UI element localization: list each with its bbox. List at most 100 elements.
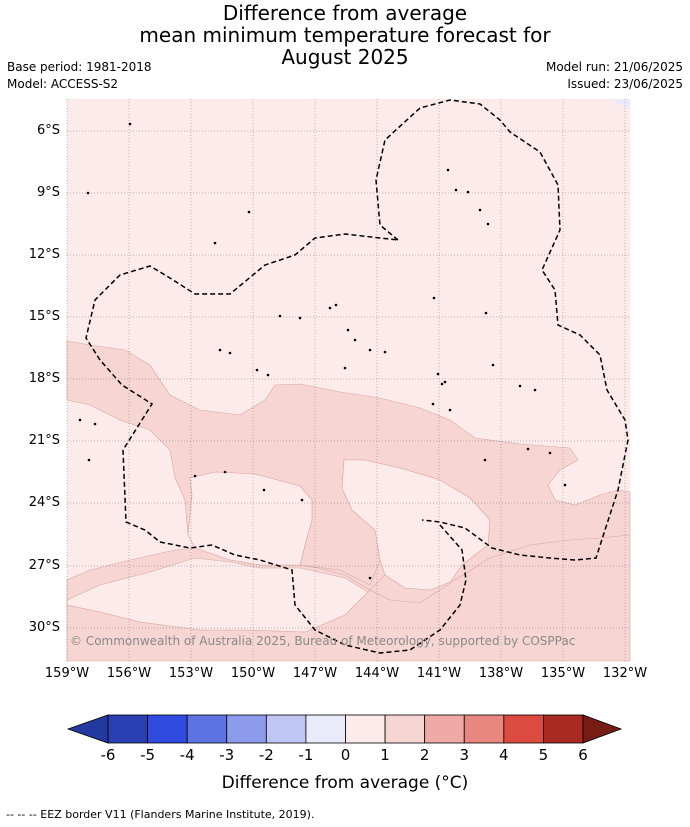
- island: [334, 303, 338, 307]
- lat-label: 27°S: [28, 558, 60, 573]
- colorbar-tick-label: 5: [538, 746, 549, 764]
- colorbar-tick-label: -4: [179, 746, 195, 764]
- colorbar-swatch: [305, 714, 346, 744]
- meta-right: Model run: 21/06/2025 Issued: 23/06/2025: [546, 59, 683, 93]
- island: [228, 351, 232, 355]
- island: [533, 388, 537, 392]
- island: [128, 122, 132, 126]
- island: [446, 168, 450, 172]
- map-title: Difference from average mean minimum tem…: [0, 2, 690, 68]
- colorbar-swatch: [147, 714, 188, 744]
- lon-label: 138°W: [478, 666, 524, 681]
- lat-label: 9°S: [36, 185, 60, 200]
- lon-label: 144°W: [354, 666, 400, 681]
- lon-label: 150°W: [230, 666, 276, 681]
- anomaly-pocket-east: [341, 459, 491, 591]
- copyright-notice: © Commonwealth of Australia 2025, Bureau…: [70, 634, 576, 648]
- model-name: Model: ACCESS-S2: [7, 77, 119, 91]
- colorbar-extension-high: [582, 714, 623, 744]
- colorbar-tick-label: -5: [140, 746, 156, 764]
- island: [466, 190, 470, 194]
- lat-label: 18°S: [28, 371, 60, 386]
- colorbar-swatch: [463, 714, 505, 744]
- colorbar-swatch: [345, 714, 386, 744]
- lon-label: 159°W: [44, 666, 90, 681]
- colorbar-swatch: [384, 714, 426, 744]
- island: [343, 366, 347, 370]
- island: [266, 373, 270, 377]
- colorbar-tick-label: -2: [258, 746, 274, 764]
- colorbar-swatch: [226, 714, 267, 744]
- island: [78, 418, 82, 422]
- lon-label: 153°W: [168, 666, 214, 681]
- island: [262, 488, 266, 492]
- island: [563, 483, 567, 487]
- colorbar-swatch: [186, 714, 228, 744]
- anomaly-pocket-west: [187, 471, 313, 566]
- island: [255, 368, 259, 372]
- island: [448, 408, 452, 412]
- island: [454, 188, 458, 192]
- lat-label: 21°S: [28, 433, 60, 448]
- colorbar-title: Difference from average (°C): [221, 773, 469, 793]
- island: [443, 380, 447, 384]
- island: [518, 384, 522, 388]
- island: [368, 348, 372, 352]
- island: [483, 458, 487, 462]
- colorbar-swatch: [107, 714, 148, 744]
- colorbar-tick-label: 1: [380, 746, 390, 764]
- colorbar-swatches: [66, 714, 623, 744]
- colorbar-swatch: [265, 714, 307, 744]
- island: [484, 311, 488, 315]
- colorbar-swatch: [543, 714, 584, 744]
- colorbar-tick-label: -1: [298, 746, 314, 764]
- colorbar-tick-label: 4: [499, 746, 509, 764]
- meta-left: Base period: 1981-2018 Model: ACCESS-S2: [7, 59, 152, 93]
- colorbar-tick-label: 2: [419, 746, 430, 764]
- island: [526, 447, 530, 451]
- colorbar-swatch: [424, 714, 465, 744]
- colorbar-tick-label: 3: [459, 746, 470, 764]
- title-line-1: Difference from average: [222, 1, 468, 25]
- island: [432, 296, 436, 300]
- island: [218, 348, 222, 352]
- graticule: [66, 99, 630, 661]
- colorbar-tick-label: 0: [340, 746, 351, 764]
- eez-footnote: -- -- -- EEZ border V11 (Flanders Marine…: [6, 808, 315, 821]
- island: [87, 458, 91, 462]
- island: [300, 498, 304, 502]
- island: [478, 208, 482, 212]
- lat-label: 30°S: [28, 620, 60, 635]
- anomaly-pocket-south: [66, 557, 369, 633]
- island: [213, 241, 217, 245]
- issued-date: Issued: 23/06/2025: [567, 77, 683, 91]
- colorbar-swatch: [503, 714, 544, 744]
- island: [86, 191, 90, 195]
- island: [93, 422, 97, 426]
- eez-border: [85, 99, 629, 654]
- island: [353, 338, 357, 342]
- lat-label: 24°S: [28, 495, 60, 510]
- island: [247, 210, 251, 214]
- island: [548, 451, 552, 455]
- lon-label: 135°W: [540, 666, 586, 681]
- island: [491, 363, 495, 367]
- anomaly-patch-cool: [612, 99, 630, 110]
- island: [486, 222, 490, 226]
- island: [431, 402, 435, 406]
- colorbar-tick-label: 6: [578, 746, 588, 764]
- model-run: Model run: 21/06/2025: [545, 60, 683, 74]
- island: [278, 314, 282, 318]
- lon-label: 156°W: [106, 666, 152, 681]
- island: [193, 474, 197, 478]
- colorbar-tick-label: -3: [219, 746, 235, 764]
- island: [298, 316, 302, 320]
- island: [383, 350, 387, 354]
- lon-label: 141°W: [416, 666, 462, 681]
- island: [346, 328, 350, 332]
- lat-label: 15°S: [28, 309, 60, 324]
- island: [328, 306, 332, 310]
- lat-label: 12°S: [28, 247, 60, 262]
